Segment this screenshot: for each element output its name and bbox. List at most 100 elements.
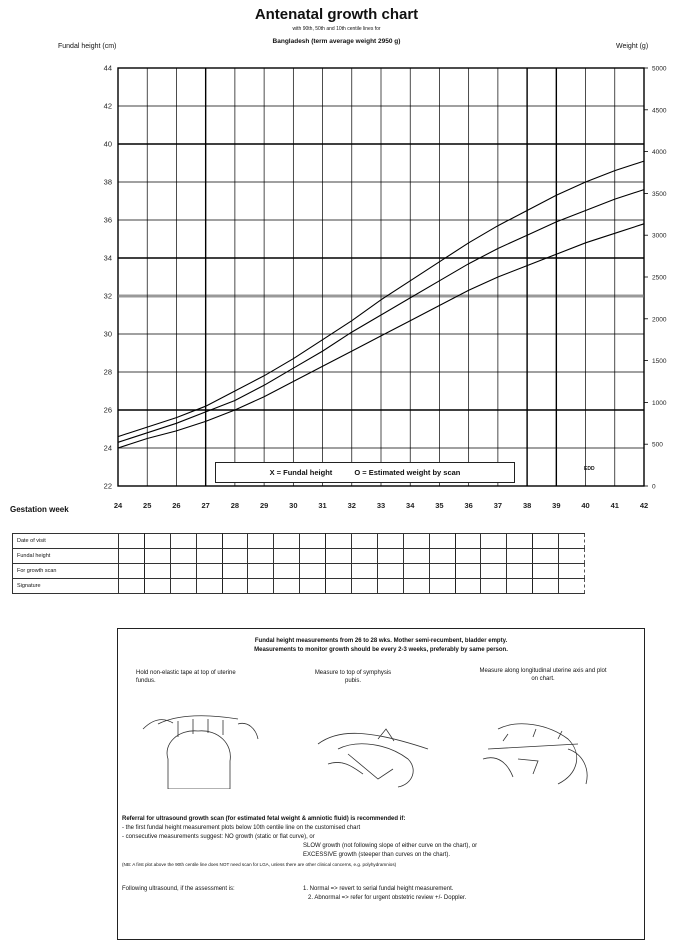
visit-cell[interactable]: [376, 548, 404, 564]
visit-cell[interactable]: [480, 578, 508, 594]
visit-cell[interactable]: [351, 548, 378, 564]
visit-cell[interactable]: [402, 563, 430, 579]
visit-cell[interactable]: [118, 563, 145, 579]
legend-estimated-weight: O = Estimated weight by scan: [354, 468, 461, 477]
referral-heading: Referral for ultrasound growth scan (for…: [122, 816, 406, 822]
visit-cell[interactable]: [480, 533, 508, 549]
visit-cell[interactable]: [558, 578, 586, 594]
referral-criterion-2: - consecutive measurements suggest: NO g…: [122, 834, 315, 840]
visit-cell[interactable]: [376, 533, 404, 549]
visit-cell[interactable]: [169, 533, 197, 549]
visit-cell[interactable]: [195, 578, 223, 594]
visit-cell[interactable]: [325, 578, 353, 594]
visit-cell[interactable]: [118, 578, 145, 594]
illustration-axis: [482, 723, 588, 785]
row-label: For growth scan: [12, 563, 119, 579]
visit-cell[interactable]: [480, 548, 508, 564]
visit-cell[interactable]: [273, 548, 301, 564]
visit-cell[interactable]: [454, 563, 482, 579]
visit-cell[interactable]: [480, 563, 508, 579]
visit-cell[interactable]: [143, 563, 171, 579]
visit-cell[interactable]: [169, 548, 197, 564]
y-axis-label-left: Fundal height (cm): [58, 43, 117, 50]
visit-cell[interactable]: [506, 578, 534, 594]
visit-cell[interactable]: [221, 533, 249, 549]
visit-cell[interactable]: [143, 578, 171, 594]
visit-cell[interactable]: [325, 548, 353, 564]
visit-cell[interactable]: [169, 578, 197, 594]
visit-cell[interactable]: [428, 563, 456, 579]
edd-note: EDD: [584, 466, 595, 472]
visit-cell[interactable]: [195, 563, 223, 579]
visit-cell[interactable]: [351, 578, 378, 594]
visit-cell[interactable]: [428, 578, 456, 594]
chart-legend: X = Fundal height O = Estimated weight b…: [215, 462, 515, 483]
visit-cell[interactable]: [247, 533, 275, 549]
visit-cell[interactable]: [376, 578, 404, 594]
x-tick-label: 39: [552, 501, 560, 510]
visit-cell[interactable]: [506, 533, 534, 549]
visit-cell[interactable]: [195, 533, 223, 549]
visit-cell[interactable]: [169, 563, 197, 579]
visit-cell[interactable]: [299, 548, 327, 564]
visit-cell[interactable]: [195, 548, 223, 564]
visit-cell[interactable]: [428, 548, 456, 564]
visit-cell[interactable]: [402, 533, 430, 549]
visit-cell[interactable]: [273, 533, 301, 549]
visit-cell[interactable]: [402, 548, 430, 564]
x-tick-label: 33: [377, 501, 385, 510]
visit-cell[interactable]: [118, 533, 145, 549]
step-3-text: Measure along longitudinal uterine axis …: [479, 668, 607, 682]
table-row: For growth scan: [12, 563, 586, 579]
country-line: Bangladesh (term average weight 2950 g): [272, 38, 401, 45]
visit-cell[interactable]: [532, 563, 560, 579]
visit-cell[interactable]: [221, 578, 249, 594]
y-tick-label-right: 2500: [652, 275, 667, 282]
visit-cell[interactable]: [325, 563, 353, 579]
visit-cell[interactable]: [428, 533, 456, 549]
visit-cell[interactable]: [558, 563, 586, 579]
visit-cell[interactable]: [118, 548, 145, 564]
x-tick-label: 34: [406, 501, 415, 510]
visit-cell[interactable]: [532, 548, 560, 564]
visit-cell[interactable]: [273, 563, 301, 579]
step-2-text: Measure to top of symphysis pubis.: [314, 670, 392, 684]
visit-cell[interactable]: [376, 563, 404, 579]
visit-cell[interactable]: [506, 548, 534, 564]
measurement-illustrations: [142, 715, 588, 789]
y-tick-label-left: 22: [104, 482, 112, 491]
visit-cell[interactable]: [506, 563, 534, 579]
visit-cell[interactable]: [247, 548, 275, 564]
visit-cell[interactable]: [454, 548, 482, 564]
visit-cell[interactable]: [402, 578, 430, 594]
visit-cell[interactable]: [558, 533, 586, 549]
visit-cell[interactable]: [247, 563, 275, 579]
y-tick-label-right: 0: [652, 484, 656, 491]
x-tick-label: 36: [464, 501, 472, 510]
y-tick-label-right: 4000: [652, 149, 667, 156]
tick-layer: 22 24 26 28 30 32 34 36 38 40 42 44 0 500 1000 1500 2000…: [104, 64, 667, 511]
visit-cell[interactable]: [299, 533, 327, 549]
measurement-instructions: Fundal height measurements from 26 to 28…: [117, 628, 645, 940]
visit-cell[interactable]: [299, 578, 327, 594]
visit-cell[interactable]: [325, 533, 353, 549]
visit-cell[interactable]: [143, 533, 171, 549]
visit-cell[interactable]: [454, 578, 482, 594]
y-tick-label-left: 36: [104, 216, 112, 225]
visit-cell[interactable]: [532, 578, 560, 594]
visit-cell[interactable]: [532, 533, 560, 549]
referral-note: (NB: A first plot above the 90th centile…: [122, 862, 397, 867]
visit-cell[interactable]: [221, 563, 249, 579]
row-label: Fundal height: [12, 548, 119, 564]
y-axis-label-right: Weight (g): [616, 43, 649, 50]
y-tick-label-left: 28: [104, 368, 112, 377]
visit-cell[interactable]: [558, 548, 586, 564]
visit-cell[interactable]: [247, 578, 275, 594]
visit-cell[interactable]: [454, 533, 482, 549]
visit-cell[interactable]: [221, 548, 249, 564]
visit-cell[interactable]: [351, 563, 378, 579]
visit-cell[interactable]: [273, 578, 301, 594]
visit-cell[interactable]: [299, 563, 327, 579]
visit-cell[interactable]: [143, 548, 171, 564]
visit-cell[interactable]: [351, 533, 378, 549]
